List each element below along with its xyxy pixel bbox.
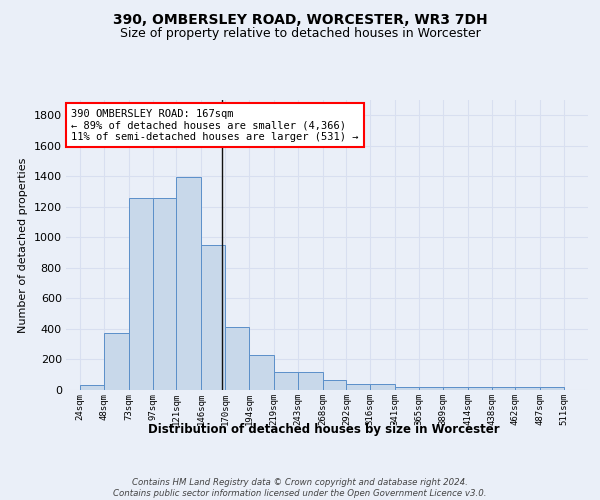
Text: Size of property relative to detached houses in Worcester: Size of property relative to detached ho… [119,28,481,40]
Bar [515,388,540,390]
Bar [152,198,176,390]
Bar [225,328,249,390]
Bar [128,198,152,390]
Bar [104,333,128,390]
Text: 390 OMBERSLEY ROAD: 167sqm
← 89% of detached houses are smaller (4,366)
11% of s: 390 OMBERSLEY ROAD: 167sqm ← 89% of deta… [71,108,359,142]
Bar [419,388,443,390]
Bar [298,372,323,390]
Bar [540,388,564,390]
Bar [443,388,467,390]
Bar [491,388,515,390]
Text: Contains HM Land Registry data © Crown copyright and database right 2024.
Contai: Contains HM Land Registry data © Crown c… [113,478,487,498]
Bar [467,388,491,390]
Bar [80,386,104,390]
Y-axis label: Number of detached properties: Number of detached properties [18,158,28,332]
Bar [176,177,201,390]
Bar [249,355,274,390]
Text: Distribution of detached houses by size in Worcester: Distribution of detached houses by size … [148,422,500,436]
Bar [274,372,298,390]
Bar [346,384,370,390]
Bar [201,245,225,390]
Text: 390, OMBERSLEY ROAD, WORCESTER, WR3 7DH: 390, OMBERSLEY ROAD, WORCESTER, WR3 7DH [113,12,487,26]
Bar [395,388,419,390]
Bar [323,380,346,390]
Bar [370,384,395,390]
